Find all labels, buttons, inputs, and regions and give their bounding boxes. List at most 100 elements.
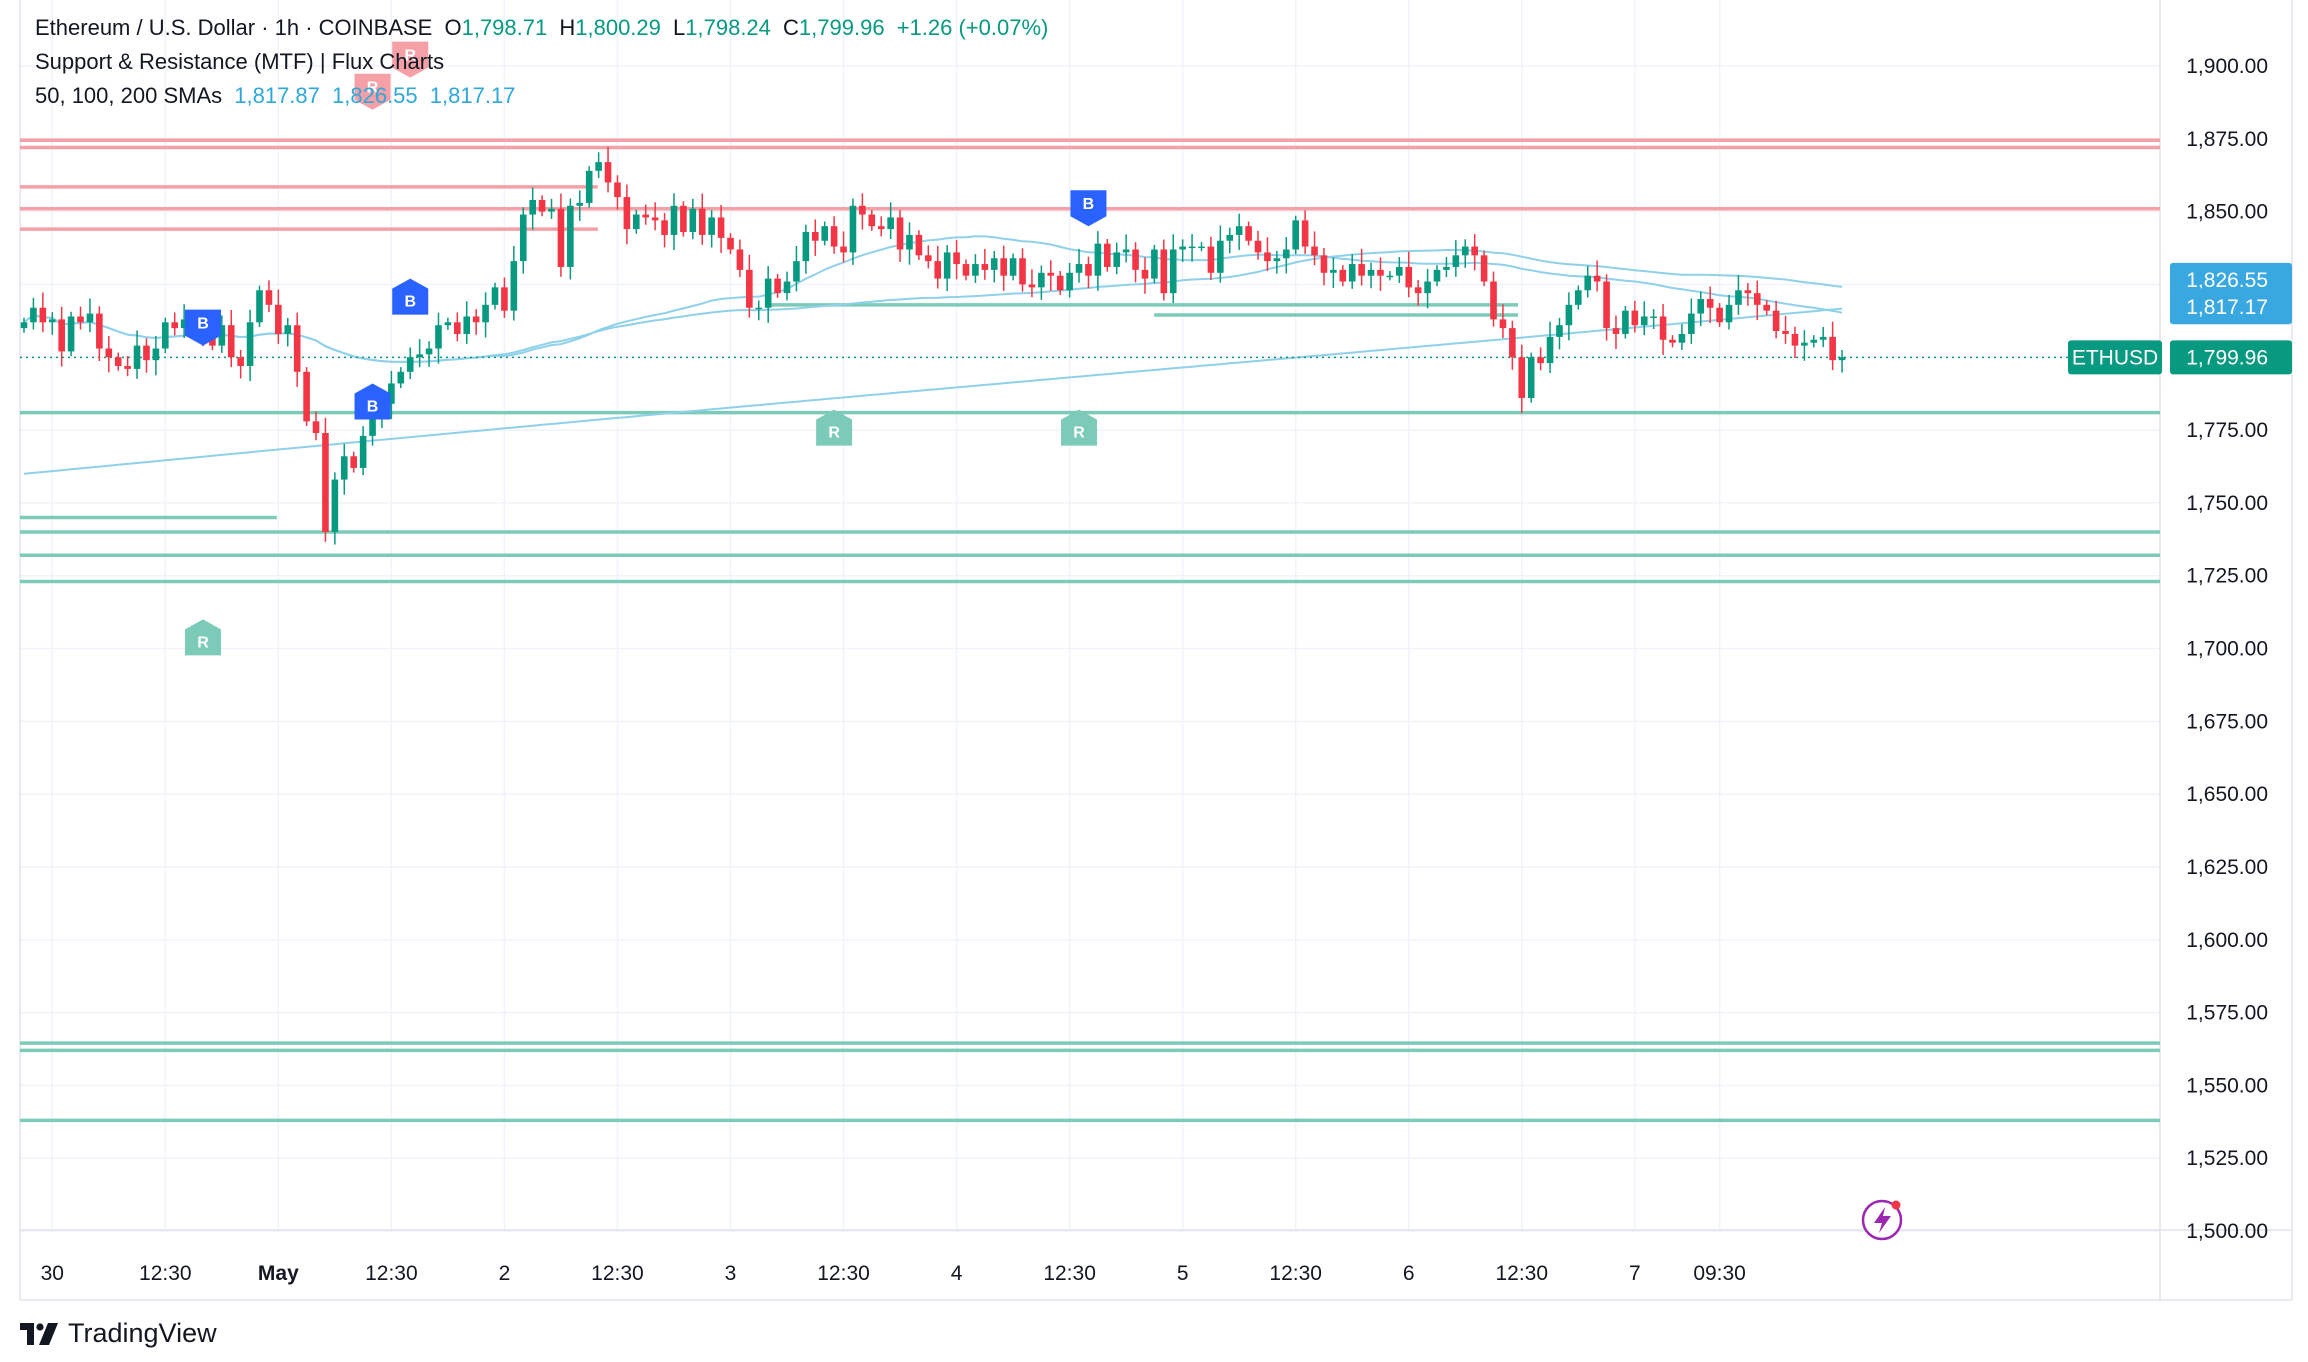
time-tick-label: 12:30 xyxy=(1269,1262,1322,1285)
candle-body xyxy=(1348,264,1356,282)
low-value: 1,798.24 xyxy=(685,15,771,40)
time-axis[interactable]: 30 12:30 May 12:30 2 12:30 3 12:30 4 12:30 5 12:30 6… xyxy=(41,1262,1746,1285)
candle-body xyxy=(519,214,527,262)
candle-body xyxy=(830,226,838,247)
time-tick-label: 09:30 xyxy=(1693,1262,1746,1285)
marker-label: R xyxy=(828,425,840,442)
candle-body xyxy=(369,415,376,436)
time-tick-label: 12:30 xyxy=(817,1262,870,1285)
buy-signal-marker xyxy=(184,309,221,346)
price-axis[interactable]: 1,900.001,875.001,850.001,825.001,800.00… xyxy=(2186,55,2268,1243)
candle-body xyxy=(538,199,546,212)
candle-body xyxy=(1217,240,1224,273)
candle-body xyxy=(48,319,56,323)
candle-body xyxy=(237,357,244,366)
candle-body xyxy=(1273,258,1281,262)
resistance-signal-marker xyxy=(392,41,429,78)
candle-body xyxy=(1000,258,1007,276)
symbol-title[interactable]: Ethereum / U.S. Dollar · 1h · COINBASE xyxy=(35,15,433,40)
candle-body xyxy=(595,162,602,171)
candle-body xyxy=(77,316,84,323)
lightning-icon[interactable] xyxy=(1861,1199,1903,1241)
buy-signal-marker xyxy=(1070,190,1107,227)
candle-body xyxy=(1245,226,1252,241)
candle-body xyxy=(1424,281,1431,294)
candle-body xyxy=(114,357,122,366)
time-tick-label: 12:30 xyxy=(1043,1262,1096,1285)
candle-body xyxy=(1151,249,1158,279)
candle-body xyxy=(284,325,292,334)
sma-title[interactable]: 50, 100, 200 SMAs xyxy=(35,83,223,108)
candle-body xyxy=(736,249,744,270)
candle-body xyxy=(698,208,706,235)
candle-body xyxy=(746,269,753,308)
open-value: 1,798.71 xyxy=(461,15,548,40)
candle-body xyxy=(96,313,103,349)
candle-body xyxy=(1640,316,1648,326)
candle-body xyxy=(1396,266,1403,276)
candle-body xyxy=(1819,336,1827,340)
time-tick-label: 3 xyxy=(725,1262,737,1285)
candle-body xyxy=(859,205,866,215)
candle-body xyxy=(1480,255,1488,282)
signal-markers: R R B B B R R R B xyxy=(184,41,1107,656)
candle-body xyxy=(133,345,141,369)
candle-body xyxy=(444,322,452,326)
candle-body xyxy=(406,357,414,372)
time-tick-label: 12:30 xyxy=(139,1262,192,1285)
candle-body xyxy=(1622,310,1629,334)
candle-body xyxy=(397,371,405,384)
candle-body xyxy=(783,281,791,294)
lightning-bolt xyxy=(1874,1207,1891,1233)
candle-body xyxy=(943,252,951,279)
candle-body xyxy=(877,226,885,230)
buy-signal-marker xyxy=(354,383,391,420)
candle-body xyxy=(1452,255,1460,267)
candle-body xyxy=(180,319,188,329)
candle-body xyxy=(1565,304,1573,326)
candle-body xyxy=(510,261,518,311)
candle-body xyxy=(67,316,75,352)
change-value: +1.26 (+0.07%) xyxy=(896,15,1049,40)
candle-body xyxy=(1311,246,1318,256)
candle-body xyxy=(793,261,800,282)
candle-body xyxy=(1575,290,1582,305)
indicator-title[interactable]: Support & Resistance (MTF) | Flux Charts xyxy=(35,49,445,74)
candle-body xyxy=(727,237,734,250)
tradingview-logo[interactable]: TradingView xyxy=(20,1318,217,1349)
candle-body xyxy=(312,421,320,433)
sma-100-line xyxy=(23,249,1843,363)
indicator-legend: Support & Resistance (MTF) | Flux Charts xyxy=(35,48,450,76)
price-tick-label: 1,550.00 xyxy=(2186,1074,2268,1097)
resistance-signal-marker xyxy=(354,73,391,110)
buy-signal-marker xyxy=(392,278,429,315)
low-label: L xyxy=(673,15,686,40)
candle-body xyxy=(1075,264,1083,273)
candle-body xyxy=(1650,316,1657,318)
high-value: 1,800.29 xyxy=(575,15,661,40)
price-tick-label: 1,725.00 xyxy=(2186,565,2268,588)
candle-body xyxy=(548,208,555,212)
candle-body xyxy=(934,261,942,279)
candle-body xyxy=(124,365,131,369)
notification-dot xyxy=(1891,1200,1901,1210)
close-label: C xyxy=(783,15,799,40)
candle-body xyxy=(1085,264,1092,276)
candle-body xyxy=(1461,246,1469,256)
candle-body xyxy=(1264,252,1271,262)
candle-body xyxy=(774,278,781,294)
time-tick-label: 30 xyxy=(41,1262,64,1285)
price-tick-label: 1,875.00 xyxy=(2186,128,2268,151)
sma-100-value: 1,826.55 xyxy=(332,83,418,108)
ohlc-legend: Ethereum / U.S. Dollar · 1h · COINBASE O… xyxy=(35,14,1054,42)
price-tick-label: 1,900.00 xyxy=(2186,55,2268,78)
candle-body xyxy=(1669,339,1676,343)
sma-price-tag xyxy=(2170,290,2292,325)
candle-body xyxy=(227,325,235,358)
sma-price-tag-label: 1,826.55 xyxy=(2186,269,2268,292)
candle-body xyxy=(821,226,828,241)
candle-body xyxy=(39,307,47,323)
candle-body xyxy=(614,182,621,198)
candle-body xyxy=(802,232,810,262)
